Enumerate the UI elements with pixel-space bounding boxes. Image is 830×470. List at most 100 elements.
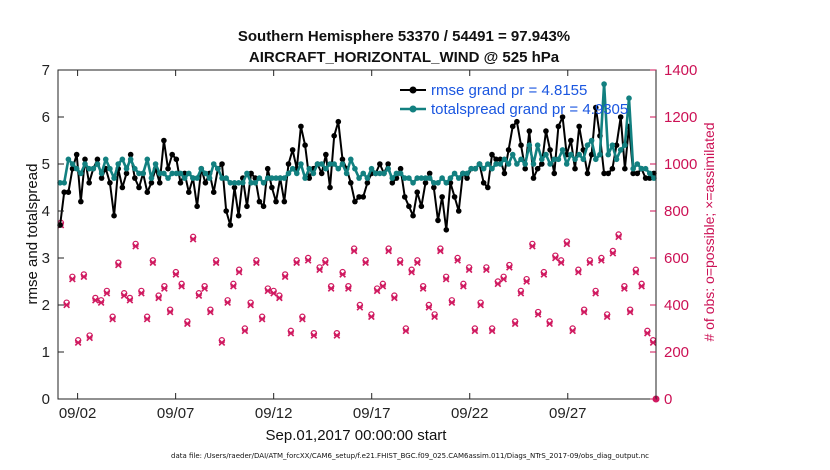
- totalspread-point: [198, 165, 205, 172]
- rmse-point: [177, 180, 184, 186]
- totalspread-point: [617, 147, 624, 153]
- totalspread-point: [559, 147, 566, 153]
- obs-assimilated-point: [569, 327, 576, 335]
- obs-assimilated-point: [649, 339, 657, 346]
- obs-assimilated-point: [63, 301, 70, 309]
- obs-assimilated-point: [299, 315, 306, 323]
- totalspread-point: [69, 161, 76, 167]
- rmse-point: [609, 165, 616, 172]
- legend-rmse-label: rmse grand pr = 4.8155: [431, 82, 587, 99]
- totalspread-point: [563, 161, 570, 167]
- obs-assimilated-point: [264, 287, 272, 295]
- totalspread-point: [323, 165, 329, 172]
- rmse-point: [551, 170, 558, 177]
- totalspread-point: [352, 165, 358, 172]
- left-y-tick-label: 3: [42, 250, 50, 267]
- rmse-point: [223, 208, 229, 214]
- totalspread-point: [260, 180, 267, 186]
- obs-assimilated-point: [546, 320, 553, 328]
- rmse-point: [227, 222, 234, 228]
- obs-assimilated-point: [258, 315, 266, 323]
- rmse-point: [485, 184, 491, 191]
- obs-assimilated-point: [126, 296, 134, 304]
- totalspread-point: [206, 175, 213, 181]
- chart-title-line1: Southern Hemisphere 53370 / 54491 = 97.9…: [238, 28, 570, 45]
- obs-assimilated-point: [632, 268, 640, 276]
- totalspread-point: [580, 156, 587, 163]
- obs-assimilated-point: [132, 242, 139, 250]
- totalspread-point: [310, 170, 317, 177]
- totalspread-point: [414, 175, 421, 181]
- right-y-tick-label: 1200: [664, 109, 697, 126]
- totalspread-point: [293, 170, 300, 177]
- rmse-point: [480, 180, 487, 186]
- rmse-point: [543, 128, 549, 134]
- rmse-point: [576, 123, 582, 130]
- totalspread-point: [252, 180, 259, 186]
- obs-assimilated-point: [230, 282, 237, 290]
- right-y-tick-label: 600: [664, 250, 689, 267]
- rmse-point: [323, 151, 329, 158]
- rmse-point: [547, 147, 553, 153]
- totalspread-point: [111, 175, 117, 181]
- totalspread-point: [597, 151, 603, 158]
- totalspread-point: [173, 170, 180, 177]
- right-y-tick-label: 1400: [664, 62, 697, 79]
- totalspread-point: [202, 170, 209, 177]
- rmse-point: [514, 118, 520, 125]
- obs-assimilated-point: [247, 301, 254, 309]
- totalspread-point: [464, 170, 470, 177]
- rmse-point: [339, 156, 346, 163]
- left-y-tick-label: 6: [42, 109, 50, 126]
- rmse-point: [634, 170, 641, 177]
- totalspread-point: [630, 165, 636, 172]
- obs-assimilated-point: [287, 329, 295, 337]
- rmse-point: [406, 203, 412, 210]
- rmse-point: [605, 170, 612, 177]
- totalspread-point: [277, 175, 283, 181]
- obs-assimilated-point: [115, 261, 122, 269]
- obs-assimilated-point: [506, 264, 513, 271]
- totalspread-point: [526, 142, 533, 148]
- obs-assimilated-point: [557, 259, 565, 267]
- totalspread-point: [393, 170, 400, 177]
- obs-assimilated-point: [304, 256, 312, 264]
- obs-assimilated-point: [103, 289, 111, 297]
- obs-assimilated-point: [195, 292, 203, 299]
- totalspread-point: [468, 165, 475, 172]
- rmse-point: [136, 184, 142, 191]
- obs-count-layer: [57, 219, 660, 403]
- obs-assimilated-point: [494, 280, 502, 288]
- obs-assimilated-point: [218, 339, 226, 346]
- obs-assimilated-point: [356, 303, 364, 311]
- rmse-point: [289, 147, 296, 153]
- legend-spread-marker: [409, 105, 417, 113]
- totalspread-point: [215, 165, 221, 172]
- totalspread-point: [285, 170, 292, 177]
- totalspread-point: [651, 175, 657, 181]
- right-y-tick-label: 1000: [664, 156, 697, 173]
- rmse-point: [331, 133, 337, 139]
- obs-assimilated-point: [293, 259, 300, 267]
- obs-assimilated-point: [460, 282, 467, 290]
- rmse-point: [161, 137, 167, 144]
- obs-assimilated-point: [235, 268, 243, 276]
- totalspread-point: [626, 95, 632, 101]
- obs-assimilated-point: [586, 259, 594, 267]
- obs-assimilated-point: [155, 294, 162, 302]
- rmse-point: [422, 180, 429, 186]
- rmse-point: [302, 142, 308, 148]
- rmse-point: [306, 175, 313, 181]
- totalspread-point: [543, 151, 549, 158]
- rmse-point: [505, 147, 512, 153]
- totalspread-point: [509, 151, 516, 158]
- obs-assimilated-point: [626, 308, 634, 316]
- x-tick-label: 09/22: [451, 405, 489, 422]
- x-axis: 09/02 09/07 09/12 09/17 09/22 09/27: [59, 70, 587, 422]
- obs-assimilated-point: [327, 285, 335, 292]
- obs-assimilated-point: [350, 247, 358, 255]
- totalspread-point: [356, 175, 362, 181]
- left-y-tick-label: 1: [42, 344, 50, 361]
- totalspread-point: [227, 180, 234, 186]
